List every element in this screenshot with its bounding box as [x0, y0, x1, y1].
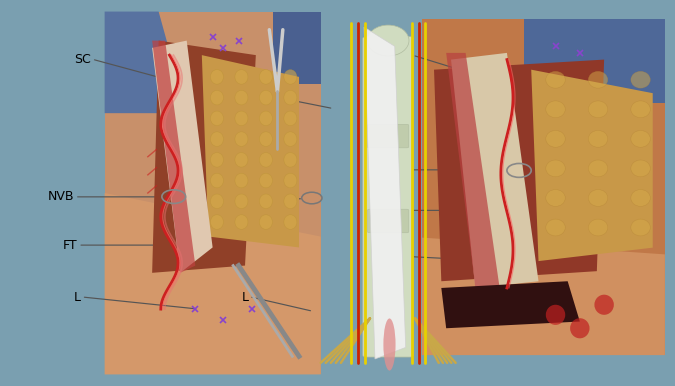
- Text: L: L: [402, 250, 408, 263]
- Bar: [422, 19, 665, 355]
- Ellipse shape: [284, 194, 297, 208]
- Ellipse shape: [589, 160, 608, 177]
- Polygon shape: [202, 55, 299, 247]
- Ellipse shape: [259, 111, 273, 125]
- Ellipse shape: [284, 111, 297, 125]
- Text: NVB: NVB: [213, 192, 240, 205]
- Ellipse shape: [211, 152, 223, 167]
- Ellipse shape: [284, 173, 297, 188]
- Ellipse shape: [589, 130, 608, 147]
- Ellipse shape: [211, 194, 223, 208]
- Ellipse shape: [546, 160, 565, 177]
- Polygon shape: [105, 12, 187, 113]
- Polygon shape: [422, 237, 665, 355]
- Ellipse shape: [259, 152, 273, 167]
- Ellipse shape: [589, 190, 608, 207]
- Polygon shape: [152, 41, 256, 273]
- Ellipse shape: [546, 190, 565, 207]
- FancyBboxPatch shape: [367, 124, 409, 148]
- Ellipse shape: [235, 215, 248, 229]
- Ellipse shape: [595, 295, 614, 315]
- Ellipse shape: [259, 173, 273, 188]
- Polygon shape: [531, 70, 653, 261]
- Ellipse shape: [211, 132, 223, 146]
- Ellipse shape: [383, 318, 396, 371]
- Ellipse shape: [211, 173, 223, 188]
- Bar: [524, 19, 665, 103]
- Ellipse shape: [211, 111, 223, 125]
- Text: NVB: NVB: [377, 163, 403, 176]
- Ellipse shape: [631, 190, 650, 207]
- Ellipse shape: [631, 130, 650, 147]
- Bar: [105, 12, 321, 374]
- Ellipse shape: [284, 90, 297, 105]
- Polygon shape: [451, 53, 539, 288]
- Ellipse shape: [367, 25, 409, 56]
- Ellipse shape: [259, 90, 273, 105]
- Ellipse shape: [546, 305, 565, 325]
- Ellipse shape: [235, 90, 248, 105]
- Polygon shape: [152, 41, 195, 273]
- Ellipse shape: [631, 160, 650, 177]
- Ellipse shape: [631, 71, 650, 88]
- Text: SC: SC: [74, 53, 91, 66]
- Ellipse shape: [546, 219, 565, 236]
- Ellipse shape: [284, 152, 297, 167]
- Ellipse shape: [589, 101, 608, 118]
- Text: SC: SC: [395, 49, 412, 63]
- Ellipse shape: [235, 111, 248, 125]
- Text: L: L: [242, 291, 248, 304]
- Ellipse shape: [570, 318, 589, 338]
- Ellipse shape: [259, 132, 273, 146]
- Ellipse shape: [284, 132, 297, 146]
- Ellipse shape: [235, 69, 248, 84]
- Text: FT: FT: [63, 239, 78, 252]
- Bar: [273, 12, 321, 84]
- FancyBboxPatch shape: [363, 37, 413, 357]
- Text: L: L: [74, 291, 81, 304]
- Polygon shape: [446, 53, 500, 288]
- Ellipse shape: [211, 69, 223, 84]
- Ellipse shape: [235, 173, 248, 188]
- Polygon shape: [152, 41, 213, 273]
- Ellipse shape: [589, 219, 608, 236]
- Ellipse shape: [631, 101, 650, 118]
- Ellipse shape: [631, 219, 650, 236]
- Polygon shape: [105, 193, 321, 374]
- Polygon shape: [364, 27, 406, 359]
- Ellipse shape: [546, 71, 565, 88]
- Ellipse shape: [284, 215, 297, 229]
- Ellipse shape: [235, 194, 248, 208]
- Ellipse shape: [546, 101, 565, 118]
- Polygon shape: [434, 59, 604, 281]
- Ellipse shape: [211, 90, 223, 105]
- Text: SC: SC: [233, 86, 250, 99]
- Text: NVB: NVB: [48, 190, 74, 203]
- Ellipse shape: [259, 194, 273, 208]
- Text: FT: FT: [390, 204, 405, 217]
- Polygon shape: [441, 281, 580, 328]
- Ellipse shape: [259, 215, 273, 229]
- Ellipse shape: [235, 132, 248, 146]
- Ellipse shape: [235, 152, 248, 167]
- Ellipse shape: [284, 69, 297, 84]
- FancyBboxPatch shape: [367, 209, 409, 233]
- Ellipse shape: [211, 215, 223, 229]
- Ellipse shape: [589, 71, 608, 88]
- Ellipse shape: [546, 130, 565, 147]
- Ellipse shape: [259, 69, 273, 84]
